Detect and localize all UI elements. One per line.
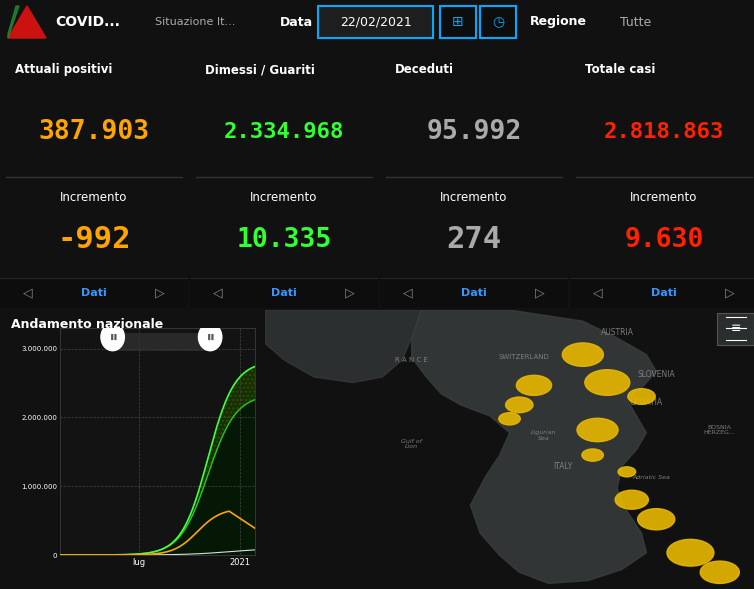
Text: SWITZERLAND: SWITZERLAND [499,355,550,360]
Ellipse shape [667,540,714,566]
Text: ▐▐: ▐▐ [206,334,214,340]
Text: ▐▐: ▐▐ [109,334,117,340]
Text: SLOVENIA: SLOVENIA [637,370,675,379]
Text: AUSTRIA: AUSTRIA [601,328,633,337]
Text: ◷: ◷ [492,15,504,29]
Text: ≡: ≡ [731,322,741,335]
Polygon shape [412,310,656,584]
Text: Dati: Dati [81,288,107,298]
Text: Dimessi / Guariti: Dimessi / Guariti [205,64,315,77]
Text: 95.992: 95.992 [426,119,522,145]
Text: ▷: ▷ [725,286,734,300]
Text: Totale casi: Totale casi [585,64,655,77]
FancyBboxPatch shape [318,6,433,38]
Text: 387.903: 387.903 [38,119,149,145]
FancyBboxPatch shape [717,313,754,345]
Text: ▷: ▷ [535,286,544,300]
Ellipse shape [615,490,648,509]
Text: 2.818.863: 2.818.863 [604,122,724,142]
Ellipse shape [516,375,552,395]
Ellipse shape [700,561,740,584]
Text: ▷: ▷ [345,286,354,300]
Text: Dati: Dati [651,288,677,298]
Text: 9.630: 9.630 [624,227,703,253]
FancyBboxPatch shape [440,6,476,38]
Text: Situazione It...: Situazione It... [155,17,235,27]
Ellipse shape [628,389,655,404]
Text: ◁: ◁ [23,286,33,300]
Text: COVID...: COVID... [55,15,120,29]
Ellipse shape [585,370,630,395]
Text: ◁: ◁ [403,286,413,300]
Text: Deceduti: Deceduti [395,64,454,77]
Circle shape [198,323,222,350]
FancyBboxPatch shape [190,278,378,308]
Ellipse shape [498,413,520,425]
Ellipse shape [618,467,636,477]
FancyBboxPatch shape [112,333,210,350]
Text: 22/02/2021: 22/02/2021 [340,15,412,28]
Text: ◁: ◁ [213,286,223,300]
Text: Tutte: Tutte [620,15,651,28]
Polygon shape [265,310,421,382]
Text: ⊞: ⊞ [452,15,464,29]
Text: 274: 274 [446,225,501,254]
Text: 10.335: 10.335 [236,227,332,253]
Ellipse shape [577,418,618,442]
Text: ◁: ◁ [593,286,603,300]
Text: Adriatic Sea: Adriatic Sea [633,475,670,480]
Text: Incremento: Incremento [60,191,127,204]
Text: Regione: Regione [530,15,587,28]
Polygon shape [8,6,19,38]
Ellipse shape [582,449,603,461]
Text: R A N C E: R A N C E [395,357,428,363]
Text: ITALY: ITALY [553,462,573,471]
Text: Andamento nazionale: Andamento nazionale [11,319,163,332]
FancyBboxPatch shape [0,278,188,308]
Text: Incremento: Incremento [440,191,507,204]
Text: -992: -992 [57,225,130,254]
Ellipse shape [562,343,603,366]
Text: Incremento: Incremento [630,191,697,204]
Text: Gulf of
Lion: Gulf of Lion [401,439,422,449]
Text: Attuali positivi: Attuali positivi [15,64,112,77]
Text: CROATIA: CROATIA [630,398,663,406]
FancyBboxPatch shape [480,6,516,38]
Text: ▷: ▷ [155,286,164,300]
Ellipse shape [506,397,533,413]
FancyBboxPatch shape [570,278,754,308]
Circle shape [101,323,124,350]
FancyBboxPatch shape [380,278,568,308]
Text: Data: Data [280,15,313,28]
Text: Dati: Dati [461,288,487,298]
Text: BOSNIA
HERZEG...: BOSNIA HERZEG... [703,425,736,435]
Ellipse shape [638,509,675,530]
Text: Ligurian
Sea: Ligurian Sea [531,430,556,441]
Polygon shape [8,6,46,38]
Text: Dati: Dati [271,288,297,298]
Text: 2.334.968: 2.334.968 [224,122,344,142]
Text: Incremento: Incremento [250,191,317,204]
